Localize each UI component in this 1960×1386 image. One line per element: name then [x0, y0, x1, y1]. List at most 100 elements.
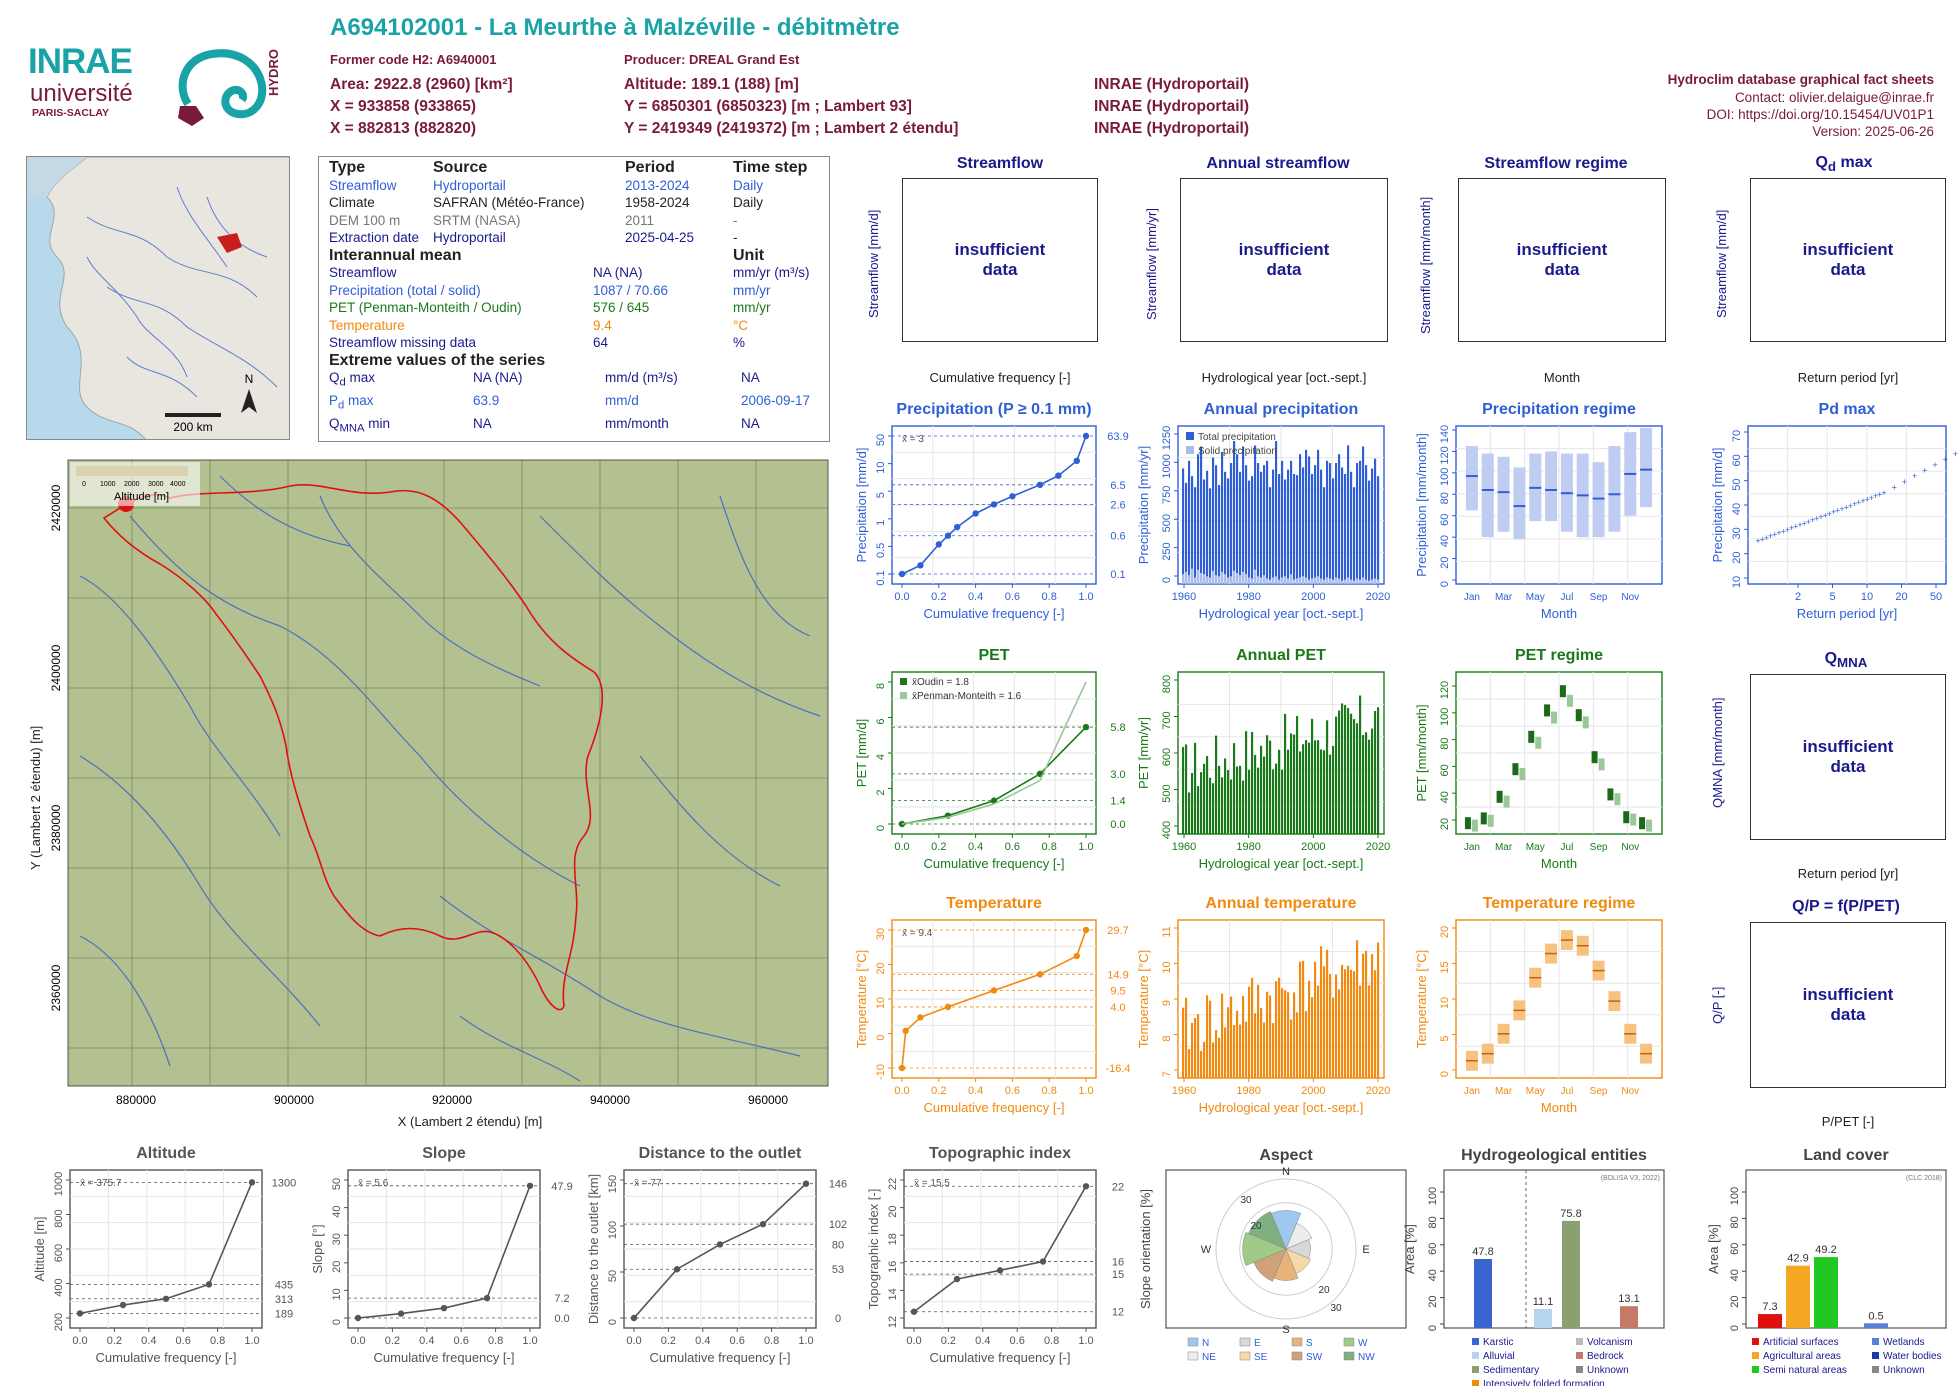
legend-label: Unknown: [1587, 1365, 1629, 1376]
legend-swatch: [1752, 1352, 1759, 1359]
interannual-cell: Temperature: [329, 317, 405, 333]
x-tick-label: Nov: [1621, 592, 1639, 603]
legend-swatch: [1472, 1380, 1479, 1386]
y-tick-label: 1250: [1161, 426, 1173, 450]
y-tick-label: 11: [1161, 926, 1173, 937]
x-tick-label: 1.0: [798, 1335, 813, 1347]
y-tick-label: 600: [1161, 748, 1173, 766]
bar: [1224, 758, 1227, 834]
y-tick-label: 10: [875, 997, 887, 1009]
map-y-tick: 2380000: [49, 804, 63, 851]
bar: [1263, 756, 1266, 834]
y-l93: Y = 6850301 (6850323) [m ; Lambert 93]: [624, 98, 912, 115]
bar-solid: [1206, 576, 1209, 584]
panel-title: Annual streamflow: [1206, 155, 1350, 172]
y-tick-label: 5: [875, 492, 887, 498]
info-cell: -: [733, 212, 738, 228]
data-point: [917, 1014, 924, 1021]
x-tick-label: 1960: [1172, 841, 1196, 853]
info-cell: Daily: [733, 177, 764, 193]
bar: [1302, 960, 1305, 1078]
x-tick-label: Nov: [1621, 1086, 1639, 1097]
y-tick-label: 0: [1729, 1325, 1741, 1331]
bar: [1329, 973, 1332, 1078]
extreme-cell: NA: [473, 416, 492, 432]
data-point: [119, 1301, 127, 1309]
bar: [1269, 995, 1272, 1078]
x-l2: X = 882813 (882820): [330, 120, 477, 137]
bar: [1299, 454, 1302, 584]
scatter-point: +: [1806, 517, 1811, 527]
bar: [1332, 745, 1335, 834]
data-point: [1055, 472, 1062, 479]
radial-tick: 20: [1250, 1221, 1262, 1232]
map-rivers: [79, 475, 821, 1082]
scatter-point: +: [1953, 449, 1958, 459]
mean-annotation: x̄ = 5.6: [358, 1178, 389, 1189]
y-tick-label: 500: [1161, 784, 1173, 802]
bar: [1353, 719, 1356, 834]
bar: [1353, 487, 1356, 584]
panel-xlabel: Cumulative frequency [-]: [924, 1100, 1065, 1115]
bar: [1311, 997, 1314, 1078]
bar: [1263, 465, 1266, 584]
bar-solid: [1320, 578, 1323, 584]
info-cell: Climate: [329, 195, 375, 210]
bar: [1185, 997, 1188, 1078]
extreme-cell: NA (NA): [473, 370, 523, 385]
panel-title: Temperature: [946, 895, 1042, 912]
bar: [1254, 754, 1257, 834]
y-tick-label: 800: [1161, 675, 1173, 693]
y-tick-label: 30: [331, 1233, 343, 1245]
panel-ylabel: Temperature [°C]: [1136, 950, 1151, 1048]
y-tick-label: 20: [1731, 552, 1743, 564]
y-tick-label: 0: [1439, 1071, 1451, 1077]
bar: [1305, 449, 1308, 584]
scatter-point: +: [1848, 501, 1853, 511]
bar: [1814, 1257, 1838, 1328]
map-y-tick: 2400000: [49, 644, 63, 691]
bar-solid: [1368, 580, 1371, 584]
bar: [1314, 961, 1317, 1078]
x-tick-label: 0.2: [661, 1335, 676, 1347]
panel-xlabel: P/PET [-]: [1821, 1114, 1875, 1129]
bar-solid: [1359, 579, 1362, 584]
scatter-point: +: [1768, 531, 1773, 541]
right-label: 313: [275, 1294, 293, 1306]
bar-solid: [1245, 574, 1248, 584]
bar-solid: [1197, 569, 1200, 584]
legend-tick: 2000: [124, 481, 140, 488]
bar: [1374, 710, 1377, 834]
bar: [1185, 482, 1188, 584]
y-tick-label: 0: [607, 1319, 619, 1325]
bar: [1305, 740, 1308, 834]
mean-annotation: x̄ = 9.4: [902, 928, 933, 939]
bar: [1293, 992, 1296, 1078]
right-label: 1.4: [1110, 796, 1125, 808]
bar: [1236, 454, 1239, 584]
y-tick-label: 15: [1439, 961, 1451, 973]
box: [1592, 462, 1605, 538]
bar: [1368, 480, 1371, 584]
plot-frame: [1747, 425, 1947, 585]
bar: [1287, 469, 1290, 584]
y-tick-label: 1: [875, 520, 887, 526]
bar-solid: [1281, 577, 1284, 584]
panel-xlabel: Cumulative frequency [-]: [924, 856, 1065, 871]
panel-ylabel: Area [%]: [1402, 1224, 1417, 1274]
panel-title: Slope: [422, 1145, 466, 1162]
bar: [1371, 954, 1374, 1078]
x-tick-label: Mar: [1495, 1086, 1513, 1097]
scatter-point: +: [1818, 512, 1823, 522]
bar: [1197, 1014, 1200, 1078]
streamflow-panel: insufficient data: [902, 178, 1098, 342]
scatter-point: +: [1776, 528, 1781, 538]
y-tick-label: 40: [1729, 1269, 1741, 1281]
legend-label: Water bodies: [1883, 1351, 1942, 1362]
map-xlabel: X (Lambert 2 étendu) [m]: [397, 1114, 543, 1129]
scatter-point: +: [1802, 518, 1807, 528]
panel-ylabel: Precipitation [mm/yr]: [1136, 446, 1151, 564]
bar-solid: [1308, 579, 1311, 584]
bar: [1188, 792, 1191, 834]
legend-swatch: [1187, 1337, 1199, 1347]
